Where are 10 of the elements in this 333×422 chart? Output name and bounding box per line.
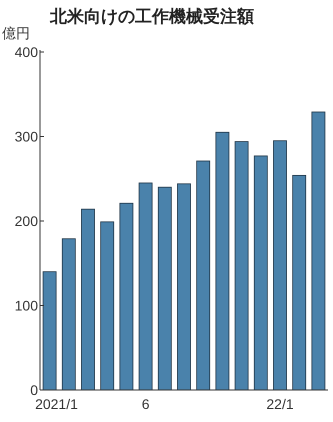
x-tick-label: 2021/1 <box>35 396 78 412</box>
y-tick-label: 0 <box>30 382 38 398</box>
y-tick-label: 100 <box>14 298 38 314</box>
y-tick-label: 400 <box>14 44 38 60</box>
y-tick-label: 300 <box>14 128 38 144</box>
x-tick-label: 6 <box>142 396 150 412</box>
chart-title: 北米向けの工作機械受注額 <box>49 7 254 26</box>
y-tick-label: 200 <box>14 213 38 229</box>
x-tick-label: 22/1 <box>266 396 294 412</box>
y-axis-title: 億円 <box>2 25 30 41</box>
